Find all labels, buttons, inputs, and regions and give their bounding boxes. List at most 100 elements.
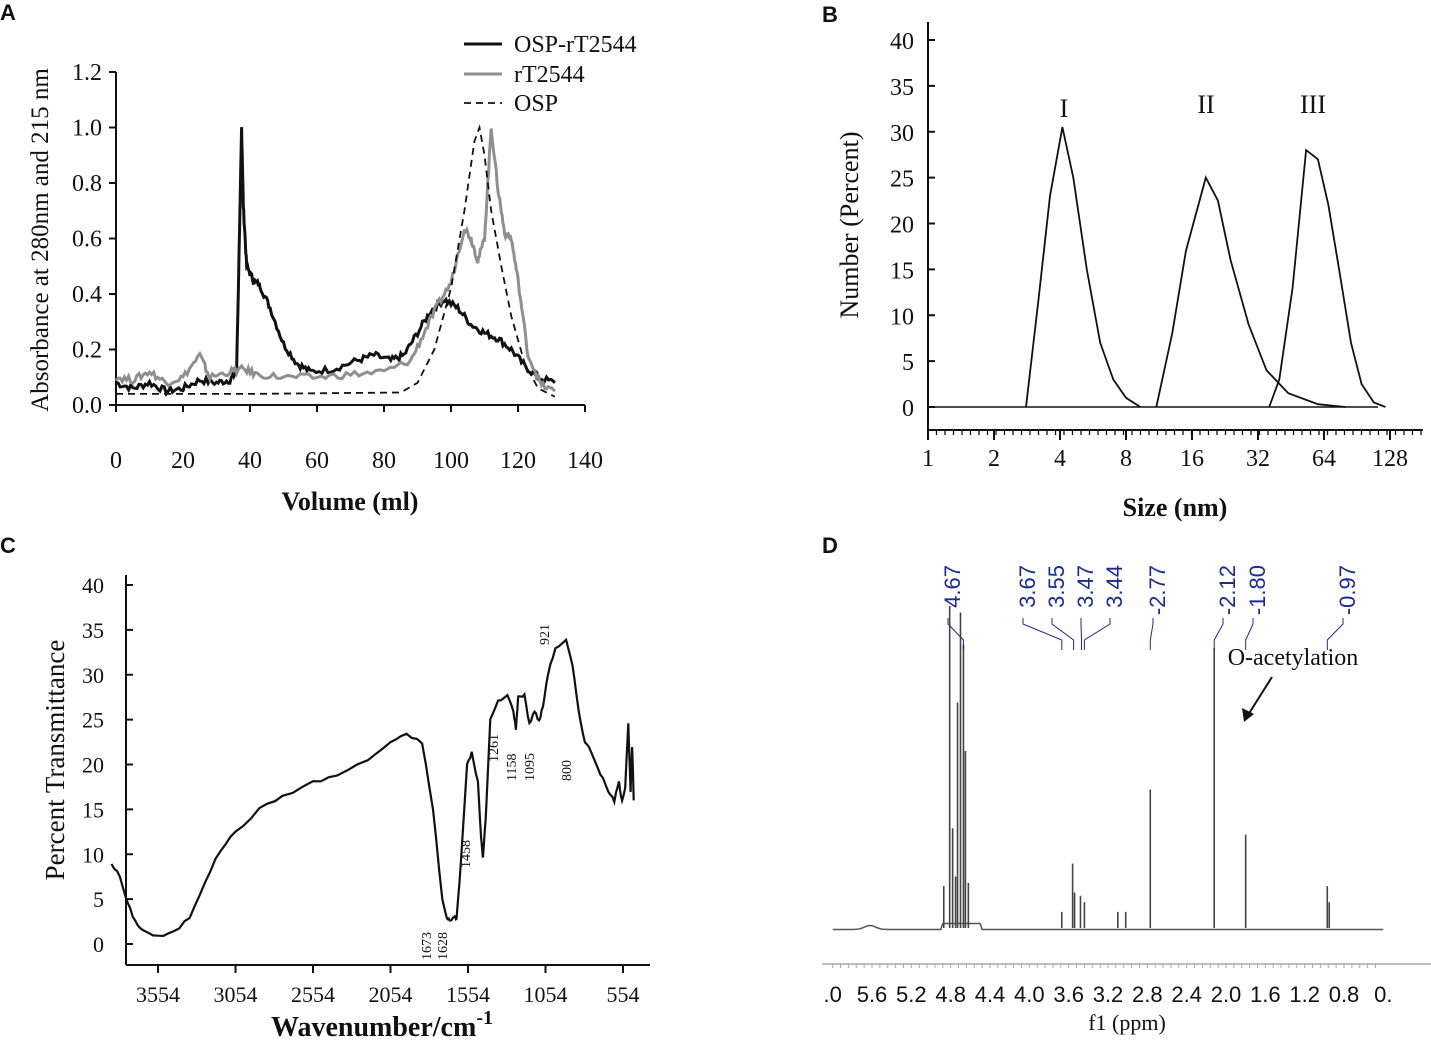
x-tick-label: 100 xyxy=(433,448,469,474)
ppm-label: -0.97 xyxy=(1335,565,1360,615)
ftir-spectrum-line xyxy=(110,637,635,938)
x-tick-label: 0.8 xyxy=(1329,982,1360,1007)
y-tick-label: 1.0 xyxy=(72,116,102,142)
legend-label: OSP-rT2544 xyxy=(514,32,637,58)
ppm-connector xyxy=(947,618,964,650)
annotation-arrow-head xyxy=(1242,708,1254,722)
x-tick-label: 8 xyxy=(1120,446,1132,472)
ppm-label: 4.67 xyxy=(940,565,965,608)
legend: OSP-rT2544 rT2544 OSP xyxy=(464,32,637,117)
spectrum-baseline xyxy=(832,922,1384,931)
y-tick-label: 15 xyxy=(82,797,104,822)
x-tick-label: 3.6 xyxy=(1053,982,1084,1007)
x-tick-label: 128 xyxy=(1372,446,1408,472)
peak-label: 1261 xyxy=(487,734,502,762)
x-tick-label: 1554 xyxy=(446,982,490,1007)
x-tick-label: 3554 xyxy=(136,982,180,1007)
ppm-connector xyxy=(1083,618,1111,650)
x-tick-label: .0 xyxy=(823,982,841,1007)
x-tick-label: 554 xyxy=(607,982,640,1007)
x-tick-label: 64 xyxy=(1312,446,1336,472)
y-axis-title: Percent Transmittance xyxy=(40,640,70,881)
series-line-3 xyxy=(116,124,556,398)
x-tick-label: 3054 xyxy=(214,982,258,1007)
x-tick-label: 2054 xyxy=(369,982,413,1007)
peak-label: 1095 xyxy=(523,753,538,781)
ppm-connector xyxy=(1022,618,1063,650)
y-tick-label: 25 xyxy=(890,167,914,193)
peak-label: 1673 xyxy=(420,932,435,960)
legend-label: OSP xyxy=(514,91,558,117)
x-tick-label: 4.0 xyxy=(1014,982,1045,1007)
ppm-connector xyxy=(1213,618,1224,650)
y-tick-label: 35 xyxy=(82,618,104,643)
x-tick-label: 5.6 xyxy=(857,982,888,1007)
x-tick-label: 1.2 xyxy=(1289,982,1320,1007)
ppm-label: -2.12 xyxy=(1215,565,1240,615)
peak-annotation: I xyxy=(1060,94,1069,123)
y-tick-label: 15 xyxy=(890,258,914,284)
series-line-1 xyxy=(1025,127,1141,408)
y-tick-label: 5 xyxy=(93,887,104,912)
x-tick-label: 1054 xyxy=(524,982,568,1007)
annotation-text: O-acetylation xyxy=(1228,645,1359,671)
x-tick-label: 4.4 xyxy=(975,982,1006,1007)
x-tick-label: 4 xyxy=(1054,446,1066,472)
y-axis-title: Number (Percent) xyxy=(835,132,864,319)
series-line-2 xyxy=(114,128,556,393)
y-tick-label: 30 xyxy=(890,121,914,147)
panel-d: .0 5.6 5.2 4.8 4.4 4.0 3.6 3.2 2.8 2.4 2.0 1.6 1.2 0.… xyxy=(820,565,1431,1035)
x-tick-label: 60 xyxy=(305,448,329,474)
y-tick-label: 10 xyxy=(890,304,914,330)
y-tick-label: 0.2 xyxy=(72,338,102,364)
y-tick-label: 0.4 xyxy=(72,282,102,308)
x-tick-label: 2.8 xyxy=(1132,982,1163,1007)
x-tick-label: 2554 xyxy=(291,982,335,1007)
x-axis-title: Size (nm) xyxy=(1123,493,1228,522)
x-tick-label: 0. xyxy=(1374,982,1392,1007)
peak-annotation: II xyxy=(1197,90,1214,119)
x-axis-title: Wavenumber/cm-1 xyxy=(271,1007,493,1042)
ppm-connector xyxy=(1326,618,1344,650)
legend-label: rT2544 xyxy=(514,62,585,88)
panel-c: 3554 3054 2554 2054 1554 1054 554 0 5 10 15 20 25 30 3… xyxy=(40,573,650,1042)
peak-label: 1458 xyxy=(459,840,474,868)
y-tick-label: 0.0 xyxy=(72,393,102,419)
ppm-label: 3.47 xyxy=(1073,565,1098,608)
y-tick-label: 40 xyxy=(82,573,104,598)
y-tick-label: 20 xyxy=(82,753,104,778)
panel-a: 0 20 40 60 80 100 120 140 0.0 0.2 0.4 0.6 0.8 1.0 1.2 V… xyxy=(27,32,637,516)
x-tick-label: 0 xyxy=(110,448,122,474)
y-axis-title: Absorbance at 280nm and 215 nm xyxy=(27,68,54,412)
x-tick-label: 20 xyxy=(171,448,195,474)
x-tick-label: 1 xyxy=(922,446,934,472)
x-tick-label: 3.2 xyxy=(1093,982,1124,1007)
x-tick-label: 16 xyxy=(1180,446,1204,472)
panel-label-b: B xyxy=(822,2,838,27)
x-tick-label: 1.6 xyxy=(1250,982,1281,1007)
ppm-label: 3.55 xyxy=(1044,565,1069,608)
y-tick-label: 40 xyxy=(890,29,914,55)
x-tick-label: 40 xyxy=(238,448,262,474)
x-tick-label: 120 xyxy=(500,448,536,474)
panel-b: 1 2 4 8 16 32 64 128 0 5 10 15 20 25 30 35 40 Size (nm) Nu… xyxy=(835,22,1423,522)
peak-label: 921 xyxy=(538,624,553,645)
ppm-label: -2.77 xyxy=(1145,565,1170,615)
x-axis-title-superscript: -1 xyxy=(476,1007,493,1029)
panel-label-a: A xyxy=(0,0,16,25)
y-tick-label: 1.2 xyxy=(72,60,102,86)
x-tick-label: 140 xyxy=(567,448,603,474)
y-tick-label: 5 xyxy=(902,350,914,376)
peak-label: 1628 xyxy=(436,932,451,960)
y-tick-label: 0 xyxy=(902,396,914,422)
x-tick-label: 2.0 xyxy=(1211,982,1242,1007)
ppm-label: 3.44 xyxy=(1102,565,1127,608)
peak-label: 800 xyxy=(560,760,575,781)
y-tick-label: 35 xyxy=(890,75,914,101)
y-tick-label: 20 xyxy=(890,213,914,239)
ppm-connector xyxy=(1080,618,1082,650)
spectrum-area xyxy=(820,565,1431,965)
ppm-connector xyxy=(1245,618,1254,650)
y-tick-label: 25 xyxy=(82,708,104,733)
